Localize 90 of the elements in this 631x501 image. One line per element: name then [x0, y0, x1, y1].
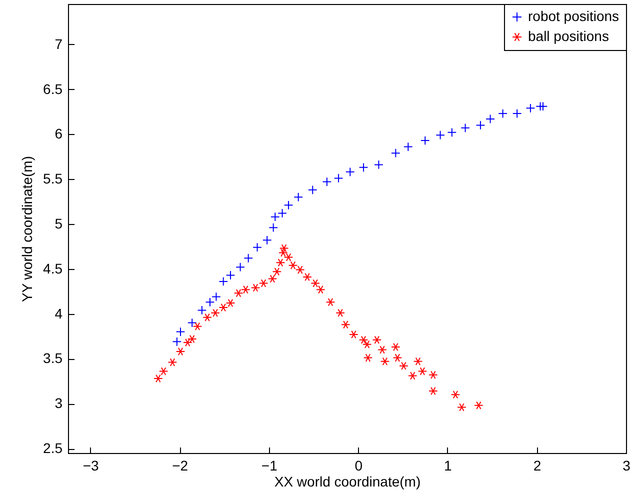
point [436, 130, 445, 140]
point [403, 142, 413, 152]
point [372, 336, 382, 344]
point [420, 136, 430, 146]
point [390, 342, 400, 352]
point [302, 272, 312, 282]
point [284, 200, 294, 210]
point [418, 367, 428, 376]
point [252, 242, 262, 252]
point [279, 244, 289, 252]
point [176, 327, 186, 336]
point [244, 253, 254, 263]
y-tick-label: 7 [54, 36, 63, 52]
point [428, 386, 438, 396]
point [498, 108, 508, 118]
x-tick-label: 2 [533, 458, 542, 474]
y-tick-label: 4 [54, 305, 63, 322]
x-tick-label: 1 [444, 458, 452, 474]
point [270, 212, 280, 222]
y-tick-label: 6.5 [43, 80, 63, 97]
point [322, 177, 332, 186]
point [205, 297, 215, 307]
point [218, 276, 228, 286]
point [295, 266, 305, 274]
point [428, 370, 438, 380]
point [272, 267, 282, 276]
point [358, 162, 368, 172]
point [187, 318, 197, 328]
point [168, 358, 178, 366]
point [345, 167, 355, 177]
point [474, 401, 484, 410]
point [288, 261, 298, 270]
point [392, 354, 402, 362]
y-tick-label: 3 [54, 395, 63, 412]
point [308, 185, 318, 195]
point [336, 308, 345, 318]
point [486, 114, 495, 124]
point [413, 357, 423, 366]
x-tick-label: −2 [172, 458, 188, 474]
x-tick-label: −1 [261, 458, 278, 474]
y-axis-title: YY world coordinate(m) [19, 156, 36, 302]
point [526, 103, 536, 113]
x-tick-label: 0 [354, 458, 363, 474]
point [278, 208, 287, 218]
y-tick-label: 3.5 [43, 350, 63, 366]
point [408, 372, 418, 380]
point [460, 123, 470, 133]
point [192, 322, 202, 331]
x-tick-label: −3 [82, 458, 100, 474]
point [326, 298, 336, 306]
point [334, 174, 344, 183]
point [349, 330, 358, 339]
point [380, 357, 390, 366]
point [538, 102, 548, 112]
point [212, 292, 221, 302]
x-axis-title: XX world coordinate(m) [274, 474, 421, 490]
legend-label: robot positions [528, 8, 620, 24]
point [197, 306, 207, 315]
y-tick-label: 5 [54, 216, 63, 232]
x-tick-label: 3 [622, 458, 631, 474]
y-tick-label: 4.5 [43, 260, 63, 276]
point [374, 160, 384, 170]
point [450, 390, 460, 399]
point [268, 222, 278, 232]
point [310, 279, 320, 288]
point [378, 346, 387, 354]
point [158, 367, 168, 376]
point [278, 248, 288, 257]
legend-label: ball positions [528, 28, 609, 44]
point [390, 148, 400, 158]
point [176, 347, 186, 356]
point [457, 403, 466, 412]
point [294, 192, 304, 202]
point [358, 336, 368, 344]
point [476, 120, 486, 130]
point [363, 354, 373, 362]
point [316, 285, 326, 294]
point [340, 320, 350, 329]
point [399, 362, 408, 370]
point [226, 270, 236, 280]
point [362, 340, 372, 348]
y-tick-label: 6 [54, 126, 63, 142]
y-tick-label: 2.5 [43, 440, 63, 456]
point [236, 262, 245, 272]
y-tick-label: 5.5 [43, 170, 63, 187]
point [153, 374, 163, 383]
point [512, 108, 522, 118]
point [447, 128, 457, 138]
point [172, 336, 182, 346]
point [262, 235, 272, 245]
